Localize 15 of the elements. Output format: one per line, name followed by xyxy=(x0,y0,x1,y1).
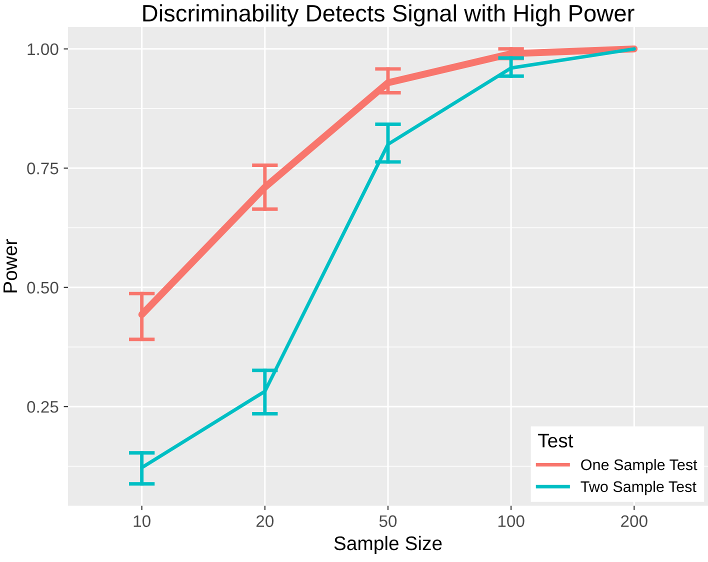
x-tick-label: 100 xyxy=(498,515,524,528)
y-axis-title: Power xyxy=(4,239,18,292)
x-axis-title: Sample Size xyxy=(334,536,442,554)
x-tick-label: 20 xyxy=(256,515,274,528)
legend-label: Two Sample Test xyxy=(580,480,696,496)
y-tick-label: 0.75 xyxy=(27,162,58,174)
legend-title: Test xyxy=(538,434,574,448)
y-tick-label: 0.25 xyxy=(27,401,58,413)
chart-title: Discriminability Detects Signal with High Power xyxy=(143,4,634,26)
x-tick-label: 200 xyxy=(621,515,648,528)
x-tick-label: 50 xyxy=(379,515,397,528)
legend-label: One Sample Test xyxy=(581,458,698,474)
y-tick-label: 0.50 xyxy=(27,282,58,294)
x-tick-label: 10 xyxy=(134,515,150,528)
y-tick-label: 1.00 xyxy=(28,43,58,56)
